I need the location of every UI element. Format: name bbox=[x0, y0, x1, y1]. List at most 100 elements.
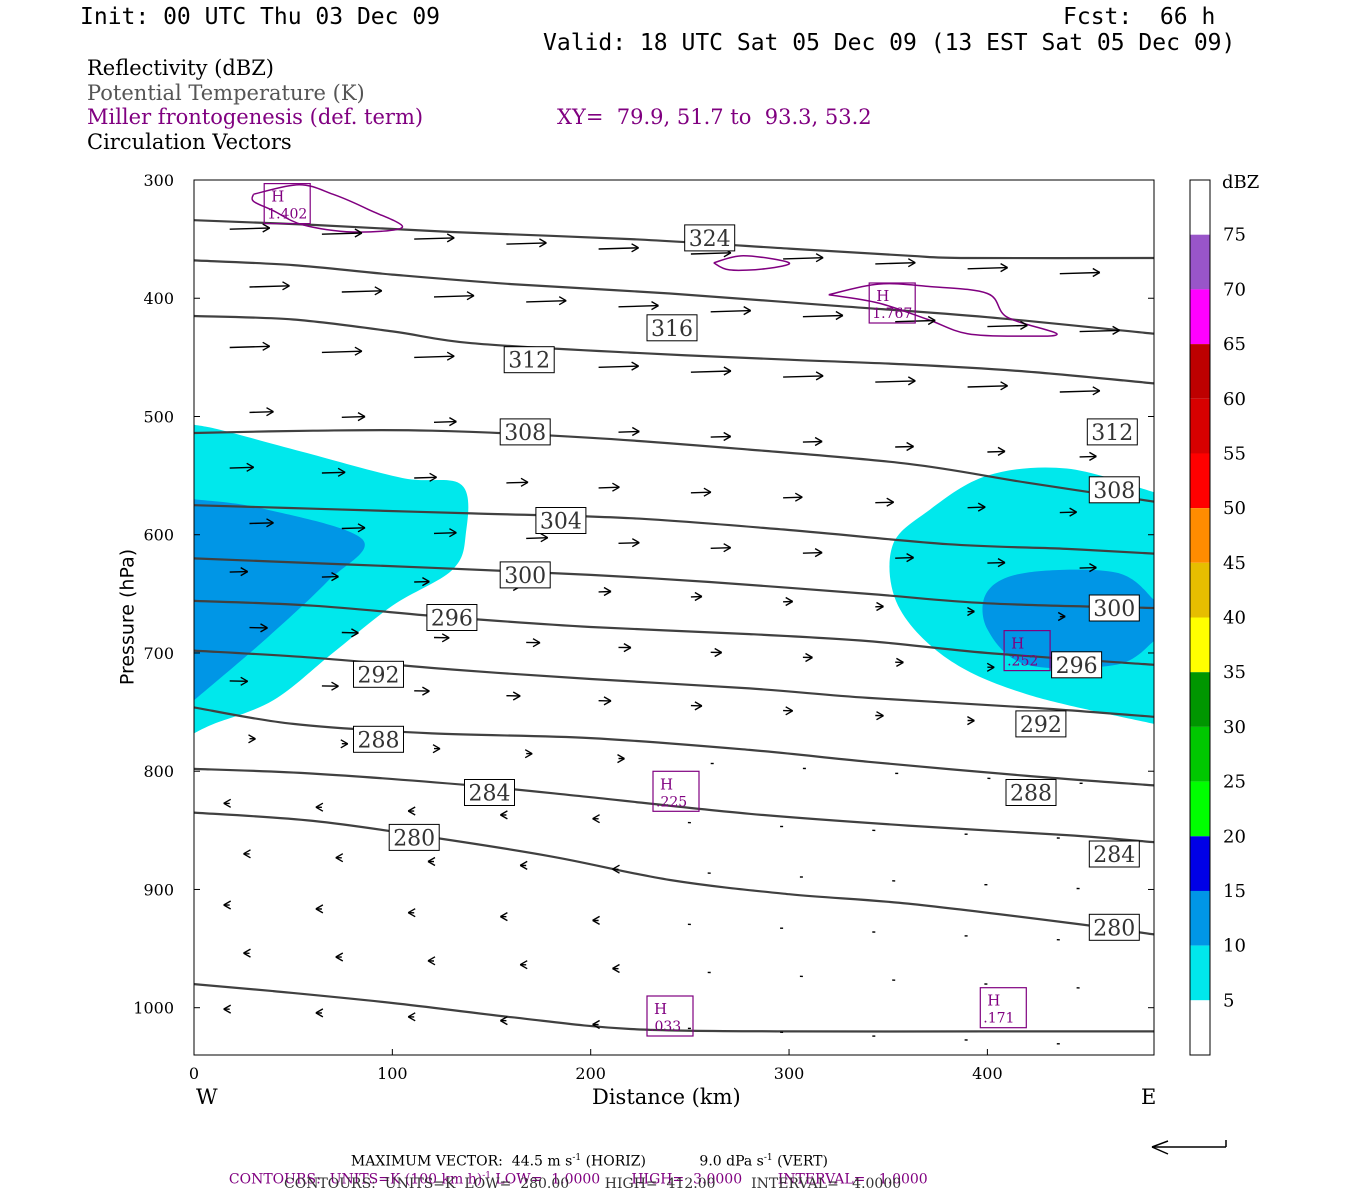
circulation-vector-head bbox=[794, 492, 803, 502]
theta-label-300: 300 bbox=[1093, 597, 1135, 622]
theta-label-box bbox=[499, 561, 551, 589]
circulation-vector-head bbox=[407, 908, 416, 918]
circulation-vector bbox=[967, 385, 1008, 388]
circulation-vector bbox=[321, 471, 346, 474]
circulation-vector-head bbox=[1112, 325, 1120, 336]
circulation-vector bbox=[967, 506, 986, 509]
circulation-vector-head bbox=[407, 1012, 416, 1022]
circulation-vector-head bbox=[743, 305, 752, 316]
circulation-vector-head bbox=[612, 482, 620, 492]
theta-label-box bbox=[503, 346, 555, 374]
circulation-vector-head bbox=[429, 472, 437, 482]
circulation-vector bbox=[710, 435, 731, 438]
circulation-vector-head bbox=[266, 407, 274, 417]
circulation-vector-head bbox=[266, 518, 274, 528]
circulation-vector bbox=[321, 575, 339, 578]
theta-label-300: 300 bbox=[504, 564, 546, 589]
circulation-vector-head bbox=[422, 686, 430, 696]
circulation-vector-head bbox=[1092, 267, 1101, 278]
circulation-vector-head bbox=[441, 633, 450, 643]
circulation-vector-head bbox=[449, 416, 457, 427]
theta-label-box bbox=[353, 660, 404, 688]
colorbar-box bbox=[1190, 1000, 1210, 1055]
circulation-vector-head bbox=[223, 798, 232, 808]
colorbar-box bbox=[1190, 344, 1210, 399]
colorbar-label: 25 bbox=[1223, 772, 1246, 793]
reflectivity-area-10dbz bbox=[194, 499, 365, 701]
circulation-vector-head bbox=[340, 739, 349, 749]
circulation-vector bbox=[1059, 511, 1077, 514]
colorbar-box bbox=[1190, 836, 1210, 891]
theta-contour-284 bbox=[194, 811, 1154, 936]
y-tick-label: 500 bbox=[143, 407, 174, 426]
frontogenesis-high-marker: H bbox=[876, 287, 889, 305]
circulation-vector-head bbox=[997, 446, 1006, 457]
x-axis-east-label: E bbox=[1141, 1085, 1157, 1109]
circulation-vector-head bbox=[466, 291, 475, 301]
circulation-vector-head bbox=[623, 642, 632, 653]
circulation-vector-head bbox=[422, 576, 430, 587]
circulation-vector-head bbox=[694, 591, 703, 602]
circulation-vector-head bbox=[335, 853, 344, 863]
circulation-vector bbox=[1079, 455, 1097, 458]
circulation-vector-head bbox=[1000, 262, 1008, 273]
circulation-vector bbox=[414, 355, 455, 359]
circulation-vector-head bbox=[814, 436, 823, 447]
circulation-vector-head bbox=[1089, 451, 1097, 462]
circulation-vector-head bbox=[558, 296, 567, 306]
circulation-vector bbox=[1079, 566, 1097, 569]
max-vector-horiz-unit: (HORIZ) bbox=[585, 1153, 646, 1170]
circulation-vector bbox=[802, 440, 823, 443]
valid-time: Valid: 18 UTC Sat 05 Dec 09 (13 EST Sat … bbox=[543, 30, 1236, 56]
circulation-vector-head bbox=[703, 487, 712, 497]
circulation-vector bbox=[875, 501, 894, 504]
colorbar-box bbox=[1190, 890, 1210, 946]
theta-label-box bbox=[1005, 779, 1057, 806]
circulation-vector-head bbox=[835, 310, 844, 321]
circulation-vector-head bbox=[248, 734, 256, 744]
init-time: Init: 00 UTC Thu 03 Dec 09 bbox=[80, 4, 441, 30]
circulation-vector-head bbox=[617, 753, 625, 764]
theta-label-box bbox=[684, 224, 736, 252]
contour-label-layer: 324 316 312 312 308 308 304 300 300 296 296 292 292 2… bbox=[263, 183, 1140, 1037]
theta-label-box bbox=[1015, 710, 1067, 738]
circulation-vector bbox=[598, 486, 620, 489]
circulation-vector-head bbox=[967, 606, 975, 617]
theta-contour-292 bbox=[194, 706, 1154, 787]
circulation-vector-head bbox=[427, 956, 436, 966]
circulation-vector-head bbox=[612, 963, 620, 974]
y-tick-label: 1000 bbox=[133, 999, 174, 1018]
frontogenesis-high-marker: H bbox=[654, 1000, 667, 1018]
colorbar-box bbox=[1190, 289, 1210, 345]
circulation-vector-head bbox=[815, 371, 824, 381]
legend-reflectivity: Reflectivity (dBZ) bbox=[87, 56, 275, 80]
y-tick-label: 800 bbox=[143, 762, 174, 781]
theta-label-box bbox=[1088, 913, 1140, 941]
max-vector-horiz: 44.5 m s bbox=[511, 1153, 573, 1170]
circulation-vector-head bbox=[223, 1004, 232, 1014]
x-tick-label: 100 bbox=[377, 1064, 408, 1083]
theta-label-box bbox=[464, 779, 515, 806]
frontogenesis-contour-range: LOW= 1.0000 HIGH= 3.0000 INTERVAL= 1.000… bbox=[490, 1171, 928, 1188]
colorbar-box bbox=[1190, 945, 1210, 1001]
theta-label-280: 280 bbox=[1093, 916, 1135, 941]
circulation-vector-head bbox=[351, 628, 359, 638]
theta-contour-312 bbox=[194, 428, 1154, 503]
theta-label-296: 296 bbox=[1056, 654, 1098, 679]
colorbar-box bbox=[1190, 672, 1210, 727]
colorbar-label: 45 bbox=[1223, 553, 1246, 574]
circulation-vector bbox=[526, 300, 567, 303]
circulation-vector-head bbox=[524, 749, 533, 759]
circulation-vector-head bbox=[927, 315, 936, 326]
frontogenesis-contour bbox=[713, 254, 791, 272]
theta-contour-308 bbox=[194, 504, 1154, 555]
theta-label-box bbox=[535, 507, 587, 534]
colorbar-box bbox=[1190, 234, 1210, 290]
circulation-vector-head bbox=[907, 376, 916, 386]
circulation-vector-head bbox=[785, 596, 794, 607]
theta-label-312: 312 bbox=[1091, 421, 1133, 446]
theta-label-box bbox=[499, 418, 551, 446]
circulation-vector-head bbox=[631, 538, 640, 548]
colorbar: dBZ 5 10 15 20 25 30 35 40 45 50 55 60 65 70 75 bbox=[1189, 172, 1259, 1056]
